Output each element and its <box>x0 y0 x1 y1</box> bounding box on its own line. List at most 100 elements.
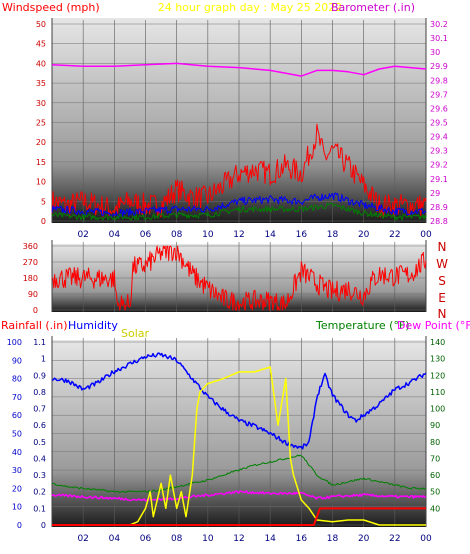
wind-tick-label: 0 <box>41 217 46 226</box>
baro-tick-label: 30 <box>430 48 440 57</box>
humidity-tick-label: 90 <box>12 356 22 365</box>
baro-tick-label: 29.4 <box>430 133 448 142</box>
x-tick-label: 04 <box>109 230 121 240</box>
baro-tick-label: 28.8 <box>430 217 448 226</box>
temperature-axis-label: Temperature (°F) <box>315 319 410 332</box>
direction-tick-label: 180 <box>23 274 38 283</box>
humidity-tick-label: 80 <box>12 375 22 384</box>
x-tick-label: 04 <box>109 534 121 544</box>
baro-tick-label: 30.2 <box>430 20 448 29</box>
temperature-series <box>51 454 427 494</box>
temperature-tick-label: 120 <box>430 371 445 380</box>
x-tick-label: 20 <box>358 534 370 544</box>
humidity-tick-label: 50 <box>12 430 22 439</box>
x-tick-label: 16 <box>296 534 308 544</box>
temperature-tick-label: 70 <box>430 454 440 463</box>
wind-tick-label: 5 <box>41 197 46 206</box>
compass-label-n-top: N <box>438 240 447 254</box>
baro-tick-label: 29.7 <box>430 90 448 99</box>
rain-tick-label: 0.4 <box>33 454 46 463</box>
compass-label-w: W <box>436 257 448 271</box>
x-tick-label: 00 <box>420 534 432 544</box>
x-tick-label: 06 <box>140 534 152 544</box>
compass-label-e: E <box>438 291 446 305</box>
baro-tick-label: 29.8 <box>430 76 448 85</box>
direction-tick-label: 360 <box>23 242 38 251</box>
temperature-tick-label: 110 <box>430 388 445 397</box>
wind-minimum-series <box>51 202 427 221</box>
rain-tick-label: 1.1 <box>33 338 46 347</box>
x-tick-label: 10 <box>202 230 214 240</box>
temperature-tick-label: 50 <box>430 488 440 497</box>
rain-tick-label: 0.9 <box>33 371 46 380</box>
wind-tick-label: 15 <box>36 158 46 167</box>
temperature-tick-label: 140 <box>430 338 445 347</box>
x-tick-label: 18 <box>327 230 339 240</box>
wind-tick-label: 50 <box>36 20 46 29</box>
baro-axis-label: Barometer (.in) <box>331 1 415 14</box>
baro-tick-label: 29.6 <box>430 104 448 113</box>
humidity-series <box>51 352 427 450</box>
temperature-tick-label: 60 <box>430 471 440 480</box>
humidity-tick-label: 100 <box>7 338 22 347</box>
wind-tick-label: 40 <box>36 59 46 68</box>
humidity-axis-label: Humidity <box>68 319 118 332</box>
temperature-tick-label: 90 <box>430 421 440 430</box>
rain-tick-label: 0.7 <box>33 405 46 414</box>
humidity-tick-label: 40 <box>12 448 22 457</box>
rain-tick-label: 0.2 <box>33 488 46 497</box>
x-tick-label: 10 <box>202 534 214 544</box>
humidity-tick-label: 60 <box>12 411 22 420</box>
baro-tick-label: 29.3 <box>430 147 448 156</box>
rainfall-series <box>52 507 426 526</box>
baro-tick-label: 29.9 <box>430 62 448 71</box>
humidity-tick-label: 20 <box>12 484 22 493</box>
baro-tick-label: 29.1 <box>430 175 448 184</box>
wind-tick-label: 35 <box>36 79 46 88</box>
humidity-tick-label: 30 <box>12 466 22 475</box>
rain-tick-label: 0.8 <box>33 388 46 397</box>
rain-tick-label: 0 <box>41 521 46 530</box>
x-tick-label: 22 <box>389 230 400 240</box>
direction-tick-label: 270 <box>23 258 38 267</box>
x-tick-label: 00 <box>420 230 432 240</box>
wind-tick-label: 10 <box>36 178 46 187</box>
rain-tick-label: 0.1 <box>33 504 46 513</box>
rain-tick-label: 0.3 <box>33 471 46 480</box>
wind-tick-label: 45 <box>36 40 46 49</box>
wind-direction-series <box>51 245 427 311</box>
x-tick-label: 14 <box>264 534 276 544</box>
wind-gust-series <box>51 123 427 218</box>
rain-tick-label: 0.6 <box>33 421 46 430</box>
x-tick-label: 18 <box>327 534 339 544</box>
baro-tick-label: 29.2 <box>430 161 448 170</box>
x-tick-label: 06 <box>140 230 152 240</box>
humidity-tick-label: 10 <box>12 503 22 512</box>
rain-tick-label: 1 <box>41 355 46 364</box>
baro-tick-label: 29 <box>430 189 440 198</box>
rain-axis-label: Rainfall (.in) <box>1 319 68 332</box>
compass-label-n-bottom: N <box>438 307 447 321</box>
wind-axis-label: Windspeed (mph) <box>2 1 100 14</box>
x-tick-label: 20 <box>358 230 370 240</box>
x-tick-label: 22 <box>389 534 400 544</box>
temperature-tick-label: 130 <box>430 355 445 364</box>
x-tick-label: 02 <box>77 534 88 544</box>
x-tick-label: 02 <box>77 230 88 240</box>
x-tick-label: 08 <box>171 534 183 544</box>
baro-tick-label: 28.9 <box>430 203 448 212</box>
humidity-tick-label: 70 <box>12 393 22 402</box>
dew-point-series <box>51 490 427 502</box>
temperature-tick-label: 100 <box>430 405 445 414</box>
x-tick-label: 12 <box>233 534 244 544</box>
baro-tick-label: 30.1 <box>430 34 448 43</box>
temperature-tick-label: 80 <box>430 438 440 447</box>
chart-title: 24 hour graph day : May 25 2022 <box>158 1 343 14</box>
x-tick-label: 14 <box>264 230 276 240</box>
barometer-series <box>51 62 427 77</box>
x-tick-label: 08 <box>171 230 183 240</box>
direction-tick-label: 0 <box>33 306 38 315</box>
wind-tick-label: 25 <box>36 119 46 128</box>
